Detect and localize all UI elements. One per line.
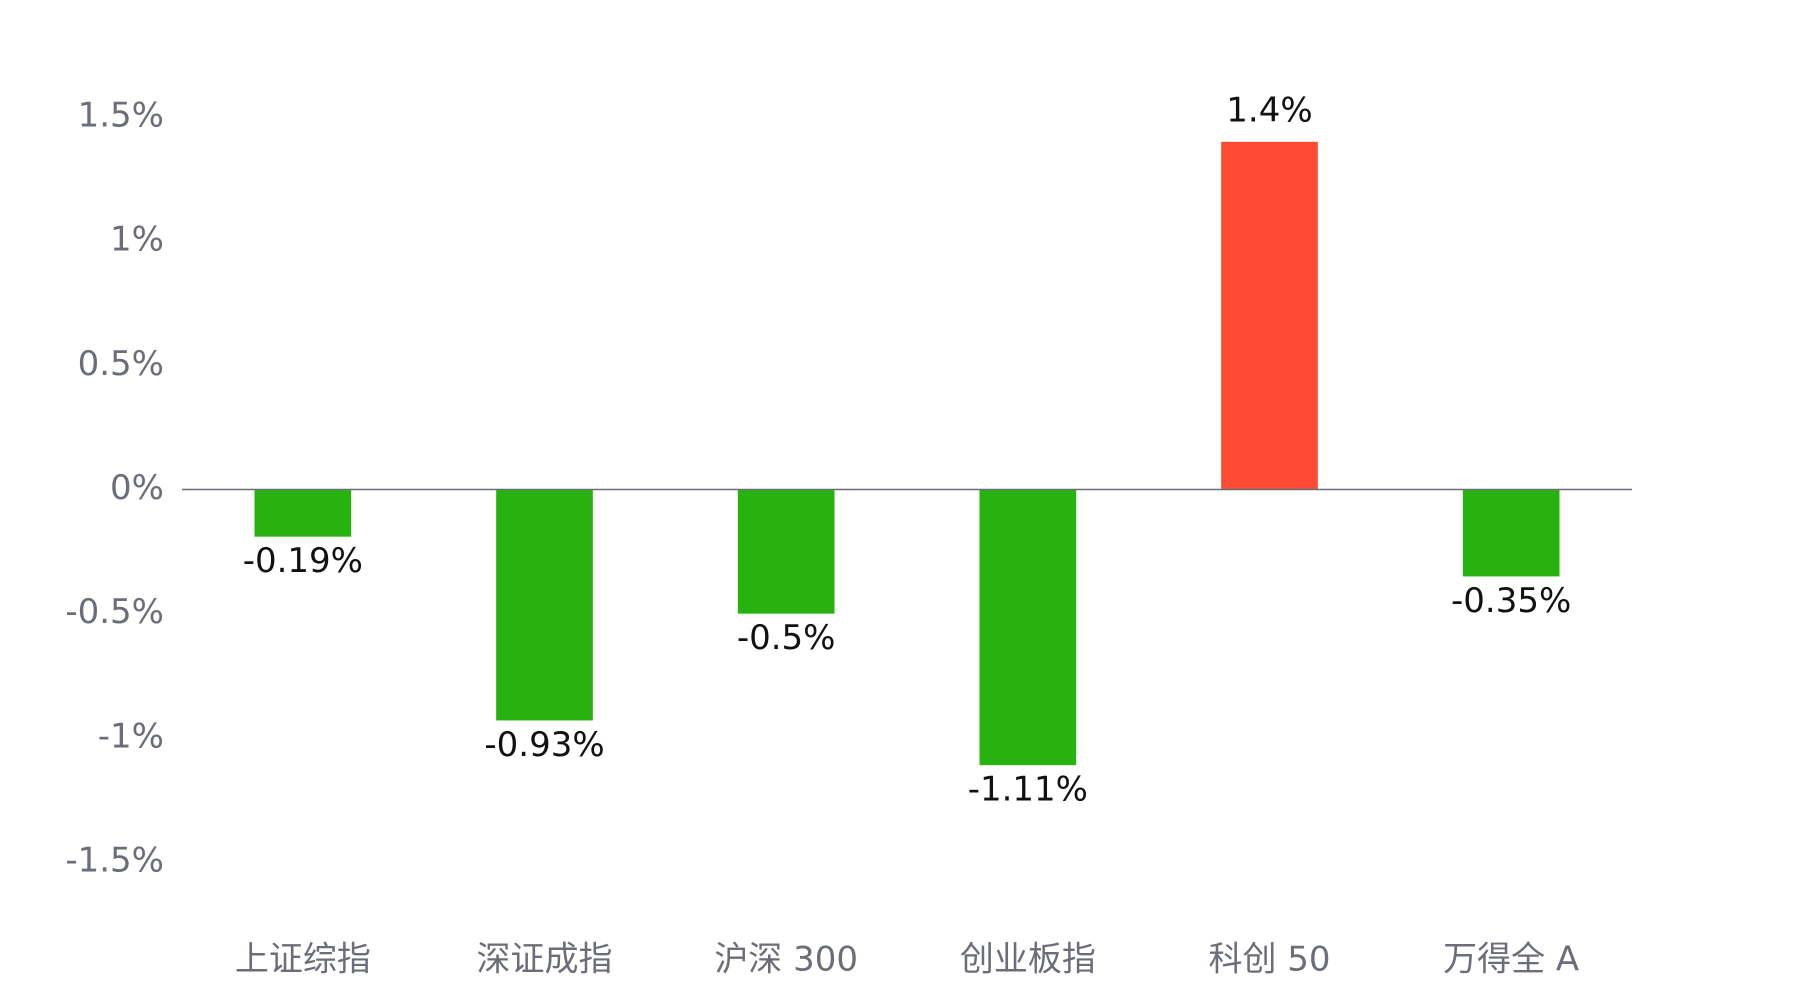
value-label: -0.19%	[243, 541, 363, 581]
value-label: -0.5%	[737, 618, 836, 658]
bar	[979, 489, 1077, 766]
bar	[1462, 489, 1560, 577]
y-tick-label: -1%	[98, 716, 164, 756]
y-tick-label: 0%	[110, 468, 164, 508]
bar	[737, 489, 835, 614]
bar	[496, 489, 593, 721]
y-tick-label: -0.5%	[65, 592, 164, 632]
x-tick-label: 深证成指	[477, 940, 613, 980]
x-tick-label: 沪深 300	[714, 940, 858, 980]
y-tick-label: 1%	[110, 220, 164, 260]
value-label: -1.11%	[968, 770, 1088, 810]
y-tick-label: -1.5%	[65, 841, 164, 881]
value-label: -0.35%	[1451, 581, 1571, 621]
x-tick-label: 万得全 A	[1443, 940, 1579, 980]
x-tick-label: 上证综指	[235, 940, 371, 980]
x-tick-label: 科创 50	[1208, 940, 1330, 980]
y-tick-label: 0.5%	[78, 344, 164, 384]
bar	[254, 489, 352, 537]
bar	[1221, 141, 1318, 490]
x-tick-label: 创业板指	[960, 940, 1096, 980]
y-tick-label: 1.5%	[78, 96, 164, 136]
value-label: 1.4%	[1226, 90, 1312, 130]
value-label: -0.93%	[484, 725, 604, 765]
